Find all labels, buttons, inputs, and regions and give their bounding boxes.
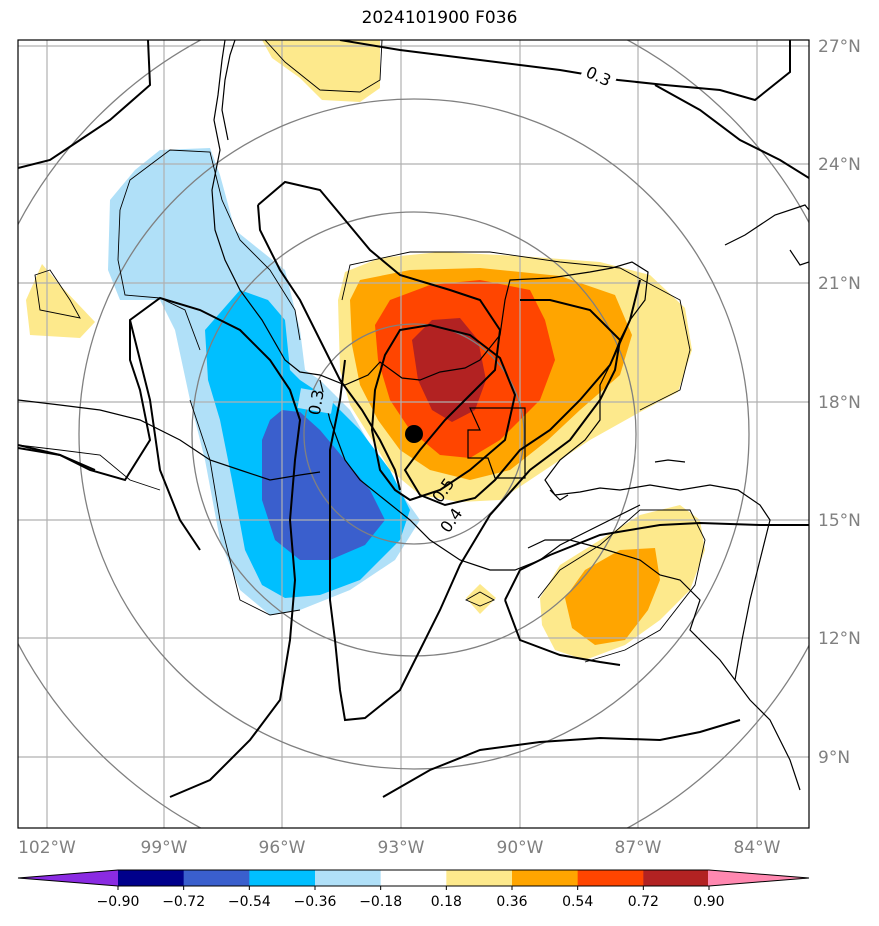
colorbar-tick-label: −0.72 (162, 894, 205, 910)
lon-label: 87°W (615, 838, 662, 858)
lon-label: 93°W (378, 838, 425, 858)
lat-label: 24°N (818, 155, 861, 175)
colorbar-tick-label: 0.90 (693, 894, 724, 910)
storm-center-marker (405, 425, 423, 443)
colorbar-tick-label: 0.18 (431, 894, 462, 910)
map-border (17, 39, 810, 829)
negative-anomaly-shading (108, 148, 420, 615)
colorbar-tick-label: −0.54 (228, 894, 271, 910)
lat-label: 27°N (818, 37, 861, 57)
colorbar-segment (380, 870, 447, 886)
colorbar-extend-low (18, 870, 119, 886)
range-rings (18, 40, 809, 828)
colorbar-extend-high (708, 870, 809, 886)
contour-label-left: 0.3 (305, 388, 328, 416)
colorbar-tick-label: −0.36 (294, 894, 337, 910)
latitude-labels: 27°N 24°N 21°N 18°N 15°N 12°N 9°N (818, 37, 861, 768)
colorbar-tick-label: −0.18 (359, 894, 402, 910)
lon-label: 99°W (141, 838, 188, 858)
lon-label: 84°W (734, 838, 781, 858)
lat-label: 15°N (818, 511, 861, 531)
lon-label: 96°W (259, 838, 306, 858)
lat-label: 21°N (818, 274, 861, 294)
colorbar-segment (315, 870, 382, 886)
longitude-labels: 102°W 99°W 96°W 93°W 90°W 87°W 84°W (18, 838, 781, 858)
coastlines (18, 40, 809, 791)
colorbar-segment (249, 870, 316, 886)
colorbar-segment (183, 870, 250, 886)
colorbar-tick-label: 0.54 (562, 894, 593, 910)
map-title: 2024101900 F036 (361, 8, 518, 28)
lat-label: 12°N (818, 629, 861, 649)
colorbar-segment (643, 870, 710, 886)
colorbar-segment (446, 870, 513, 886)
colorbar: −0.90 −0.72 −0.54 −0.36 −0.18 0.18 0.36 0.54 0.7… (17, 869, 810, 910)
colorbar-segment (577, 870, 644, 886)
colorbar-segment (512, 870, 579, 886)
colorbar-tick-label: −0.90 (97, 894, 140, 910)
colorbar-tick-label: 0.36 (496, 894, 527, 910)
colorbar-tick-label: 0.72 (628, 894, 659, 910)
lat-label: 9°N (818, 748, 850, 768)
lon-label: 90°W (497, 838, 544, 858)
colorbar-segment (118, 870, 185, 886)
lat-label: 18°N (818, 393, 861, 413)
map-area: 0.3 0.3 0.5 0.4 (18, 40, 809, 828)
lon-label: 102°W (18, 838, 76, 858)
